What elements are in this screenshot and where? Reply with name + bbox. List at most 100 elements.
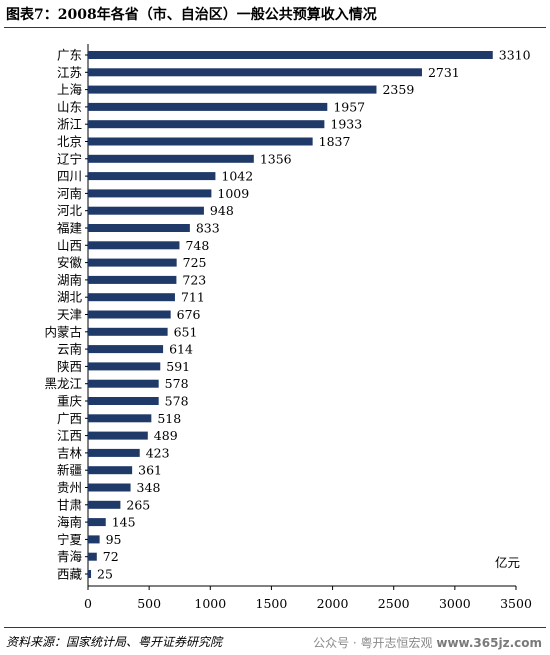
data-label: 1356 — [260, 151, 292, 166]
bar — [88, 293, 175, 302]
category-label: 河南 — [57, 186, 82, 201]
data-label: 361 — [138, 463, 162, 478]
bar — [88, 379, 159, 388]
watermark-site: www.365jz.com — [436, 636, 542, 650]
data-label: 1957 — [333, 99, 365, 114]
watermark-text: 公众号 · 粤开志恒宏观 — [313, 636, 433, 650]
data-label: 1009 — [217, 186, 249, 201]
bar — [88, 483, 131, 492]
bar — [88, 414, 152, 423]
category-label: 山西 — [57, 238, 82, 253]
data-label: 3310 — [499, 48, 531, 63]
data-label: 833 — [196, 221, 220, 236]
data-label: 95 — [106, 532, 122, 547]
data-label: 676 — [177, 307, 201, 322]
category-label: 辽宁 — [57, 151, 82, 166]
value-tick-label: 2000 — [317, 596, 349, 611]
bar — [88, 552, 97, 561]
bar — [88, 137, 313, 146]
data-label: 2731 — [428, 65, 460, 80]
category-label: 福建 — [57, 221, 83, 236]
data-label: 2359 — [382, 82, 414, 97]
bar — [88, 172, 216, 181]
bar — [88, 535, 100, 544]
category-label: 黑龙江 — [44, 376, 82, 391]
chart-title: 图表7：2008年各省（市、自治区）一般公共预算收入情况 — [6, 7, 377, 23]
data-label: 25 — [97, 567, 113, 582]
bar — [88, 241, 180, 250]
bar — [88, 154, 254, 163]
bar — [88, 448, 140, 457]
category-label: 天津 — [57, 307, 82, 322]
data-label: 948 — [210, 203, 234, 218]
data-label: 265 — [126, 497, 150, 512]
bottom-rule — [4, 627, 546, 628]
value-tick-label: 3000 — [439, 596, 471, 611]
data-label: 1042 — [221, 169, 253, 184]
bar — [88, 397, 159, 405]
category-label: 陕西 — [57, 359, 82, 374]
bar — [88, 570, 92, 578]
category-label: 四川 — [57, 169, 82, 184]
data-label: 725 — [183, 255, 207, 270]
data-label: 72 — [103, 549, 119, 564]
data-label: 348 — [137, 480, 161, 495]
category-label: 新疆 — [57, 463, 82, 478]
category-label: 安徽 — [57, 255, 83, 270]
category-label: 西藏 — [57, 567, 83, 582]
data-label: 518 — [157, 411, 181, 426]
data-label: 145 — [112, 515, 136, 530]
bar-chart: 广东 3310 江苏 2731 上海 2359 山东 1957 浙江 1933 北京 1837 辽宁 13… — [44, 44, 532, 611]
top-rule — [4, 27, 546, 28]
data-label: 423 — [146, 445, 170, 460]
category-label: 广东 — [57, 48, 82, 63]
category-label: 海南 — [57, 515, 82, 530]
category-label: 贵州 — [57, 480, 82, 495]
bar — [88, 431, 148, 440]
bar — [88, 120, 325, 129]
value-tick-label: 3500 — [500, 596, 532, 611]
bar — [88, 206, 204, 215]
value-tick-label: 500 — [137, 596, 161, 611]
value-tick-label: 1500 — [256, 596, 288, 611]
category-label: 云南 — [57, 342, 82, 357]
category-label: 河北 — [57, 203, 83, 218]
unit-label: 亿元 — [495, 555, 520, 570]
value-tick-label: 1000 — [194, 596, 226, 611]
data-label: 711 — [181, 290, 205, 305]
bar — [88, 327, 168, 336]
data-label: 1837 — [319, 134, 351, 149]
watermark: 公众号 · 粤开志恒宏观 www.365jz.com — [313, 634, 542, 651]
category-label: 内蒙古 — [44, 324, 82, 339]
category-label: 青海 — [57, 549, 83, 564]
data-label: 578 — [165, 376, 189, 391]
value-tick-label: 2500 — [378, 596, 410, 611]
data-label: 748 — [185, 238, 209, 253]
category-label: 吉林 — [57, 445, 83, 460]
category-label: 重庆 — [57, 394, 83, 409]
bar — [88, 466, 133, 475]
bar — [88, 275, 177, 284]
category-label: 北京 — [57, 134, 82, 149]
category-label: 上海 — [57, 82, 83, 97]
category-label: 浙江 — [57, 117, 82, 132]
bar — [88, 102, 328, 111]
bar — [88, 68, 422, 77]
category-label: 山东 — [57, 99, 82, 114]
bar — [88, 310, 171, 319]
bar — [88, 345, 164, 354]
data-label: 651 — [174, 324, 198, 339]
data-label: 489 — [154, 428, 178, 443]
category-label: 甘肃 — [57, 497, 82, 512]
data-label: 591 — [166, 359, 190, 374]
bar — [88, 224, 190, 232]
bar — [88, 518, 106, 527]
source-note: 资料来源：国家统计局、粤开证券研究院 — [6, 635, 223, 649]
data-label: 614 — [169, 342, 193, 357]
bar — [88, 258, 177, 267]
bar — [88, 189, 212, 198]
bar — [88, 500, 121, 509]
value-tick-label: 0 — [84, 596, 92, 611]
data-label: 723 — [182, 272, 206, 287]
data-label: 578 — [165, 394, 189, 409]
